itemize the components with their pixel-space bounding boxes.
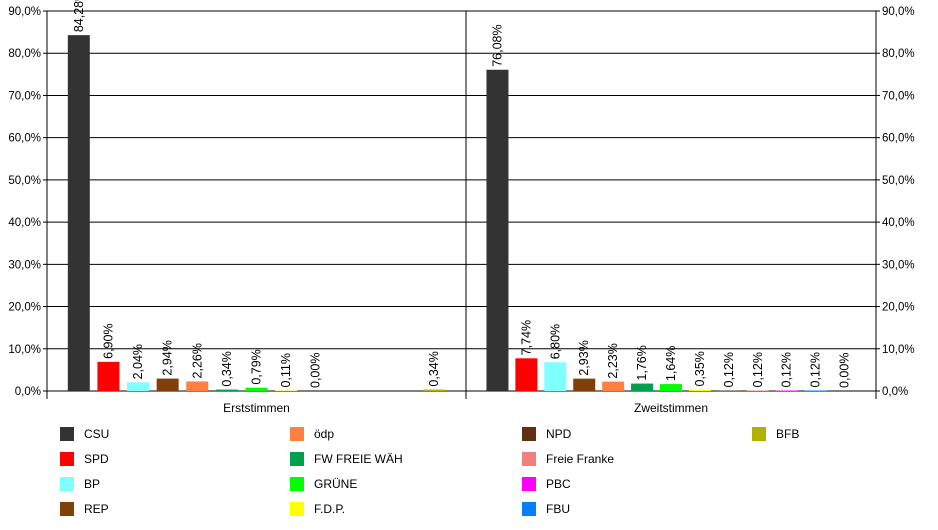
axes: 0,0% 0,0% 10,0% 10,0% 20,0% 20,0% 30,0% 30,0% 40… [8, 6, 914, 415]
y-tick-label-right: 60,0% [882, 133, 915, 145]
data-label: 2,23% [606, 343, 620, 378]
bar [573, 378, 596, 391]
data-label: 0,12% [722, 352, 736, 387]
bar [67, 35, 90, 391]
bar [97, 361, 120, 391]
legend-swatch [60, 477, 74, 491]
gridlines [47, 10, 876, 392]
bar [660, 384, 682, 391]
legend-swatch [522, 452, 536, 466]
legend-swatch [752, 427, 766, 441]
legend-swatch [522, 427, 536, 441]
data-label: 2,94% [161, 340, 175, 375]
bars [67, 35, 827, 392]
legend-label: NPD [546, 427, 572, 441]
bar [245, 387, 268, 391]
legend-swatch [290, 427, 304, 441]
legend-label: SPD [84, 452, 109, 466]
bar [631, 383, 654, 391]
legend-label: CSU [84, 427, 109, 441]
data-label: 1,64% [664, 346, 678, 381]
data-label: 84,28% [72, 0, 86, 32]
bar [602, 381, 625, 391]
data-label: 1,76% [635, 345, 649, 380]
y-tick-label-right: 40,0% [882, 217, 915, 229]
data-label: 0,12% [751, 352, 765, 387]
legend-label: FBU [546, 502, 570, 516]
y-tick-label-right: 90,0% [882, 6, 915, 18]
legend-swatch [60, 502, 74, 516]
legend-swatch [522, 477, 536, 491]
bar [717, 390, 740, 391]
y-tick-label-left: 10,0% [8, 344, 41, 356]
data-label: 76,08% [490, 24, 504, 66]
legend-label: F.D.P. [314, 502, 345, 516]
data-label: 0,34% [427, 351, 441, 386]
bar [215, 389, 238, 391]
bar [515, 358, 538, 391]
legend-label: BFB [776, 427, 799, 441]
data-label: 0,12% [809, 352, 823, 387]
y-tick-label-right: 50,0% [882, 175, 915, 187]
y-tick-label-left: 0,0% [15, 386, 41, 398]
y-tick-label-right: 0,0% [882, 386, 908, 398]
y-tick-label-right: 20,0% [882, 302, 915, 314]
data-label: 6,90% [101, 323, 115, 358]
legend: CSU SPD BP REP ödp FW FREIE WÄH GRÜNE F.D.P. NPD… [60, 427, 799, 516]
y-tick-label-right: 70,0% [882, 90, 915, 102]
y-tick-label-right: 10,0% [882, 344, 915, 356]
legend-label: FW FREIE WÄH [314, 452, 403, 466]
y-tick-label-left: 40,0% [8, 217, 41, 229]
y-tick-label-left: 70,0% [8, 90, 41, 102]
y-tick-label-left: 90,0% [8, 6, 41, 18]
bar [746, 390, 769, 391]
data-label: 0,00% [838, 353, 852, 388]
data-label: 0,35% [693, 351, 707, 386]
bar [804, 390, 827, 391]
y-tick-label-right: 80,0% [882, 48, 915, 60]
legend-swatch [60, 427, 74, 441]
data-label: 0,00% [309, 353, 323, 388]
legend-swatch [522, 502, 536, 516]
y-tick-label-left: 20,0% [8, 302, 41, 314]
legend-label: ödp [314, 427, 334, 441]
legend-label: BP [84, 477, 100, 491]
data-label: 0,12% [780, 352, 794, 387]
data-label: 0,11% [279, 353, 293, 388]
y-tick-label-left: 50,0% [8, 175, 41, 187]
legend-swatch [60, 452, 74, 466]
legend-label: GRÜNE [314, 477, 357, 491]
bar [775, 390, 798, 391]
bar [186, 381, 209, 391]
data-label: 2,26% [190, 343, 204, 378]
category-label: Zweitstimmen [634, 401, 708, 415]
legend-label: PBC [546, 477, 571, 491]
bar [423, 389, 446, 391]
data-label: 2,04% [131, 344, 145, 379]
bar [127, 382, 150, 391]
data-labels: 84,28% 6,90% 2,04% 2,94% 2,26% 0,34% 0,79% 0,11… [72, 0, 852, 388]
bar [156, 378, 179, 391]
category-label: Erststimmen [223, 401, 290, 415]
data-label: 7,74% [519, 320, 533, 355]
legend-label: REP [84, 502, 109, 516]
data-label: 0,34% [220, 351, 234, 386]
legend-swatch [290, 502, 304, 516]
y-tick-label-right: 30,0% [882, 259, 915, 271]
bar [688, 389, 711, 391]
data-label: 6,80% [548, 324, 562, 359]
y-tick-label-left: 30,0% [8, 259, 41, 271]
legend-swatch [290, 452, 304, 466]
legend-swatch [290, 477, 304, 491]
y-tick-label-left: 60,0% [8, 133, 41, 145]
bar [544, 362, 567, 391]
y-tick-label-left: 80,0% [8, 48, 41, 60]
data-label: 0,79% [250, 349, 264, 384]
data-label: 2,93% [577, 340, 591, 375]
legend-label: Freie Franke [546, 452, 614, 466]
bar [486, 69, 509, 392]
